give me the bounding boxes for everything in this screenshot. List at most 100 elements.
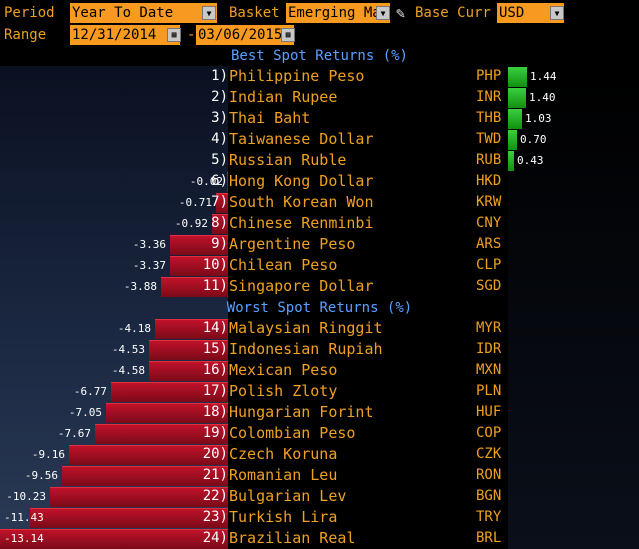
rank-number: 8) <box>211 215 228 231</box>
currency-name[interactable]: Polish Zloty <box>229 382 338 400</box>
negative-bar <box>161 277 228 297</box>
range-end-calendar-icon[interactable]: ▦ <box>281 28 295 42</box>
bar-value-label: -7.05 <box>68 406 102 419</box>
table-row[interactable]: -13.14 24) Brazilian Real BRL <box>0 528 639 549</box>
rank-number: 9) <box>211 236 228 252</box>
range-start-calendar-icon[interactable]: ▦ <box>167 28 181 42</box>
rank-number: 17) <box>202 383 228 399</box>
currency-name[interactable]: Hungarian Forint <box>229 403 374 421</box>
bar-value-label: -9.16 <box>31 448 65 461</box>
rank-number: 10) <box>202 257 228 273</box>
period-label: Period <box>4 5 55 21</box>
currency-code: PLN <box>476 383 502 399</box>
table-row[interactable]: -11.43 23) Turkish Lira TRY <box>0 507 639 528</box>
currency-code: COP <box>476 425 502 441</box>
currency-name[interactable]: Singapore Dollar <box>229 277 374 295</box>
basket-dropdown[interactable]: Emerging Ma <box>286 3 390 23</box>
currency-code: PHP <box>476 68 502 84</box>
basket-chevron-down-icon[interactable]: ▼ <box>376 6 390 20</box>
worst-returns-title: Worst Spot Returns (%) <box>226 300 413 316</box>
currency-name[interactable]: Brazilian Real <box>229 529 356 547</box>
rank-number: 5) <box>211 152 228 168</box>
table-row[interactable]: 0.70 4) Taiwanese Dollar TWD <box>0 129 639 150</box>
table-row[interactable]: -3.37 10) Chilean Peso CLP <box>0 255 639 276</box>
currency-name[interactable]: Chilean Peso <box>229 256 338 274</box>
currency-name[interactable]: Indonesian Rupiah <box>229 340 383 358</box>
range-start-value: 12/31/2014 <box>72 27 157 43</box>
currency-code: IDR <box>476 341 502 357</box>
rank-number: 6) <box>211 173 228 189</box>
currency-code: BGN <box>476 488 502 504</box>
rank-number: 19) <box>202 425 228 441</box>
negative-bar <box>155 319 228 339</box>
rank-number: 23) <box>202 509 228 525</box>
table-row[interactable]: -6.77 17) Polish Zloty PLN <box>0 381 639 402</box>
pencil-icon[interactable]: ✎ <box>396 4 406 22</box>
period-value: Year To Date <box>72 5 174 21</box>
table-row[interactable]: 1.40 2) Indian Rupee INR <box>0 87 639 108</box>
period-chevron-down-icon[interactable]: ▼ <box>202 6 216 20</box>
table-row[interactable]: 0.43 5) Russian Ruble RUB <box>0 150 639 171</box>
range-end-field[interactable]: 03/06/2015 <box>196 25 294 45</box>
bar-value-label: -4.18 <box>117 322 151 335</box>
bar-value-label: -4.58 <box>111 364 145 377</box>
currency-name[interactable]: Philippine Peso <box>229 67 365 85</box>
currency-name[interactable]: Taiwanese Dollar <box>229 130 374 148</box>
table-row[interactable]: -4.18 14) Malaysian Ringgit MYR <box>0 318 639 339</box>
currency-name[interactable]: Bulgarian Lev <box>229 487 347 505</box>
table-row[interactable]: 1.44 1) Philippine Peso PHP <box>0 66 639 87</box>
currency-name[interactable]: Russian Ruble <box>229 151 347 169</box>
bar-value-label: -3.88 <box>123 280 157 293</box>
rank-number: 16) <box>202 362 228 378</box>
table-row[interactable]: -4.58 16) Mexican Peso MXN <box>0 360 639 381</box>
currency-name[interactable]: Indian Rupee <box>229 88 338 106</box>
currency-name[interactable]: Thai Baht <box>229 109 311 127</box>
currency-code: RUB <box>476 152 502 168</box>
currency-code: INR <box>476 89 502 105</box>
currency-code: HKD <box>476 173 502 189</box>
currency-code: THB <box>476 110 502 126</box>
rank-number: 22) <box>202 488 228 504</box>
rank-number: 1) <box>211 68 228 84</box>
currency-name[interactable]: Colombian Peso <box>229 424 356 442</box>
currency-name[interactable]: Romanian Leu <box>229 466 338 484</box>
table-row[interactable]: -9.16 20) Czech Koruna CZK <box>0 444 639 465</box>
currency-name[interactable]: Chinese Renminbi <box>229 214 374 232</box>
base-curr-dropdown[interactable]: USD <box>497 3 564 23</box>
table-row[interactable]: -4.53 15) Indonesian Rupiah IDR <box>0 339 639 360</box>
currency-name[interactable]: Czech Koruna <box>229 445 338 463</box>
rank-number: 7) <box>211 194 228 210</box>
currency-name[interactable]: Turkish Lira <box>229 508 338 526</box>
toolbar-row-1: Period Year To Date ▼ Basket Emerging Ma… <box>0 3 639 24</box>
range-start-field[interactable]: 12/31/2014 <box>70 25 180 45</box>
bar-value-label: -3.36 <box>132 238 166 251</box>
period-dropdown[interactable]: Year To Date <box>70 3 217 23</box>
currency-code: RON <box>476 467 502 483</box>
table-row[interactable]: 1.03 3) Thai Baht THB <box>0 108 639 129</box>
currency-name[interactable]: Malaysian Ringgit <box>229 319 383 337</box>
table-row[interactable]: -0.92 8) Chinese Renminbi CNY <box>0 213 639 234</box>
rank-number: 14) <box>202 320 228 336</box>
currency-code: HUF <box>476 404 502 420</box>
bar-value-label: -13.14 <box>4 532 44 545</box>
table-row[interactable]: -0.71 7) South Korean Won KRW <box>0 192 639 213</box>
negative-bar <box>106 403 228 423</box>
table-row[interactable]: -9.56 21) Romanian Leu RON <box>0 465 639 486</box>
table-row[interactable]: -3.88 11) Singapore Dollar SGD <box>0 276 639 297</box>
currency-name[interactable]: Hong Kong Dollar <box>229 172 374 190</box>
currency-name[interactable]: South Korean Won <box>229 193 374 211</box>
table-row[interactable]: -10.23 22) Bulgarian Lev BGN <box>0 486 639 507</box>
table-row[interactable]: -7.05 18) Hungarian Forint HUF <box>0 402 639 423</box>
table-row[interactable]: -3.36 9) Argentine Peso ARS <box>0 234 639 255</box>
base-curr-chevron-down-icon[interactable]: ▼ <box>550 6 564 20</box>
currency-name[interactable]: Mexican Peso <box>229 361 338 379</box>
currency-name[interactable]: Argentine Peso <box>229 235 356 253</box>
table-row[interactable]: -7.67 19) Colombian Peso COP <box>0 423 639 444</box>
currency-code: TWD <box>476 131 502 147</box>
table-row[interactable]: -0.02 6) Hong Kong Dollar HKD <box>0 171 639 192</box>
negative-bar <box>69 445 228 465</box>
bar-value-label: -9.56 <box>24 469 58 482</box>
base-curr-value: USD <box>499 5 525 21</box>
bar-value-label: 1.40 <box>529 91 556 104</box>
rank-number: 18) <box>202 404 228 420</box>
